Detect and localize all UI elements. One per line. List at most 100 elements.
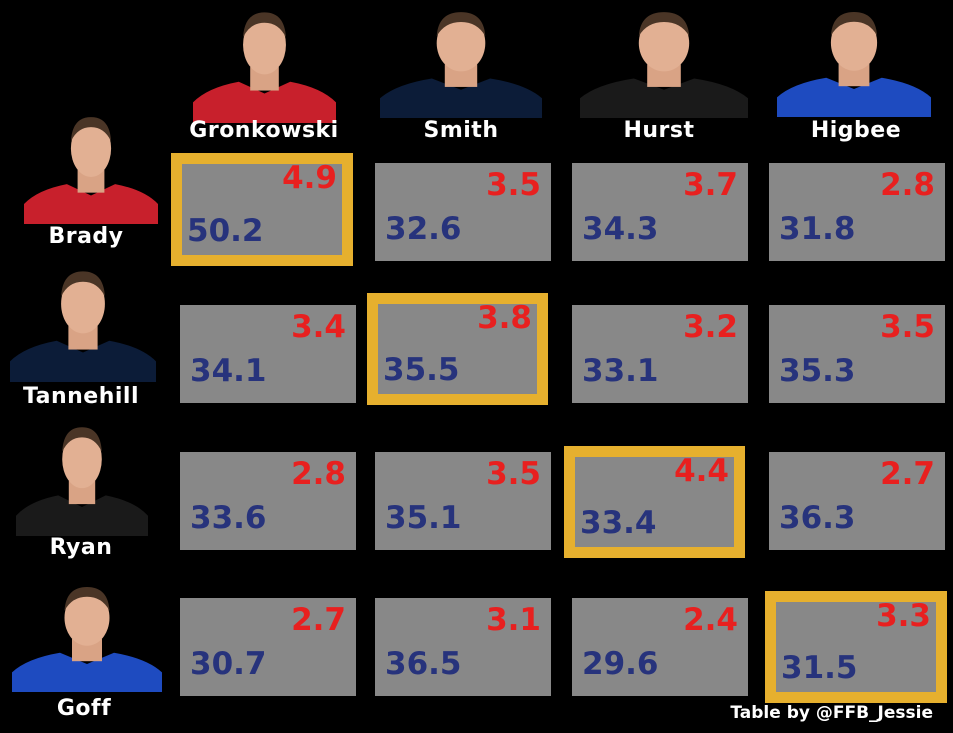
jersey — [12, 652, 162, 692]
top-value: 2.8 — [291, 456, 346, 492]
row-header-ryan: Ryan — [49, 535, 113, 560]
top-value: 2.4 — [683, 602, 738, 638]
bottom-value: 35.5 — [383, 352, 460, 388]
ryan-headshot-icon — [16, 427, 148, 536]
cell-ryan-hurst: 4.4 33.4 — [564, 446, 745, 558]
bottom-value: 36.3 — [779, 500, 856, 536]
top-value: 3.5 — [880, 309, 935, 345]
hair — [830, 12, 878, 36]
head — [61, 274, 105, 334]
cell-ryan-gronkowski: 2.8 33.6 — [180, 452, 356, 550]
cell-tannehill-hurst: 3.2 33.1 — [572, 305, 748, 403]
jersey — [380, 78, 542, 118]
neck — [250, 66, 279, 91]
row-header-brady: Brady — [48, 224, 124, 249]
jersey — [193, 81, 336, 123]
bottom-value: 50.2 — [187, 213, 264, 249]
head — [70, 119, 112, 177]
column-header-higbee: Higbee — [810, 118, 902, 143]
jersey — [777, 77, 931, 117]
row-photo-brady — [24, 110, 158, 224]
hair — [243, 12, 286, 38]
bottom-value: 35.1 — [385, 500, 462, 536]
neck — [647, 64, 681, 87]
column-photo-hurst — [580, 5, 748, 118]
top-value: 2.7 — [880, 456, 935, 492]
top-value: 3.2 — [683, 309, 738, 345]
neck — [444, 64, 478, 87]
bottom-value: 32.6 — [385, 211, 462, 247]
hair — [62, 427, 102, 452]
column-photo-gronkowski — [193, 5, 336, 123]
hair — [64, 587, 110, 611]
cell-goff-smith: 3.1 36.5 — [375, 598, 551, 696]
bottom-value: 34.3 — [582, 211, 659, 247]
column-header-hurst: Hurst — [623, 118, 695, 143]
jersey — [10, 340, 156, 382]
top-value: 3.5 — [486, 167, 541, 203]
neck — [68, 325, 98, 350]
cell-ryan-smith: 3.5 35.1 — [375, 452, 551, 550]
tannehill-headshot-icon — [10, 271, 156, 382]
hurst-headshot-icon — [580, 12, 748, 118]
neck — [72, 638, 102, 662]
bottom-value: 35.3 — [779, 353, 856, 389]
bottom-value: 29.6 — [582, 646, 659, 682]
row-photo-tannehill — [10, 264, 156, 382]
bottom-value: 33.6 — [190, 500, 267, 536]
head — [436, 14, 486, 72]
cell-goff-higbee: 3.3 31.5 — [765, 591, 947, 703]
top-value: 3.1 — [486, 602, 541, 638]
cell-brady-higbee: 2.8 31.8 — [769, 163, 945, 261]
head — [243, 15, 286, 75]
cell-tannehill-higbee: 3.5 35.3 — [769, 305, 945, 403]
cell-goff-gronkowski: 2.7 30.7 — [180, 598, 356, 696]
jersey — [16, 495, 148, 536]
head — [62, 430, 102, 489]
top-value: 3.5 — [486, 456, 541, 492]
bottom-value: 30.7 — [190, 646, 267, 682]
row-photo-goff — [12, 580, 162, 692]
row-photo-ryan — [16, 420, 148, 536]
top-value: 3.4 — [291, 309, 346, 345]
cell-goff-hurst: 2.4 29.6 — [572, 598, 748, 696]
row-header-tannehill: Tannehill — [22, 384, 140, 409]
row-header-goff: Goff — [56, 696, 112, 721]
cell-tannehill-smith: 3.8 35.5 — [367, 293, 548, 405]
column-header-smith: Smith — [423, 118, 499, 143]
neck — [68, 480, 96, 505]
cell-brady-smith: 3.5 32.6 — [375, 163, 551, 261]
smith-headshot-icon — [380, 12, 542, 118]
brady-headshot-icon — [24, 117, 158, 224]
jersey — [580, 78, 748, 118]
cell-ryan-higbee: 2.7 36.3 — [769, 452, 945, 550]
cell-tannehill-gronkowski: 3.4 34.1 — [180, 305, 356, 403]
neck — [838, 63, 870, 87]
column-header-gronkowski: Gronkowski — [189, 118, 339, 143]
top-value: 3.8 — [477, 300, 532, 336]
column-photo-higbee — [777, 5, 931, 117]
bottom-value: 31.8 — [779, 211, 856, 247]
top-value: 4.4 — [674, 453, 729, 489]
top-value: 2.8 — [880, 167, 935, 203]
top-value: 2.7 — [291, 602, 346, 638]
bottom-value: 34.1 — [190, 353, 267, 389]
bottom-value: 33.4 — [580, 505, 657, 541]
credit-text: Table by @FFB_Jessie — [730, 703, 933, 723]
head — [830, 14, 878, 71]
gronkowski-headshot-icon — [193, 12, 336, 123]
higbee-headshot-icon — [777, 12, 931, 117]
cell-brady-gronkowski: 4.9 50.2 — [171, 153, 353, 266]
neck — [77, 169, 105, 193]
bottom-value: 36.5 — [385, 646, 462, 682]
head — [638, 14, 690, 72]
hair — [436, 12, 486, 37]
hair — [61, 271, 105, 297]
top-value: 4.9 — [282, 160, 337, 196]
jersey — [24, 184, 158, 224]
head — [64, 589, 110, 646]
bottom-value: 33.1 — [582, 353, 659, 389]
top-value: 3.3 — [876, 598, 931, 634]
goff-headshot-icon — [12, 587, 162, 692]
bottom-value: 31.5 — [781, 650, 858, 686]
